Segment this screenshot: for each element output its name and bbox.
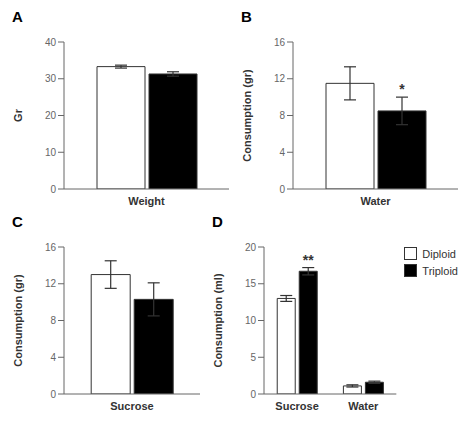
- svg-text:Sucrose: Sucrose: [110, 400, 153, 412]
- svg-text:15: 15: [245, 278, 257, 289]
- svg-text:*: *: [399, 81, 405, 97]
- svg-text:4: 4: [279, 147, 285, 158]
- svg-text:Gr: Gr: [12, 108, 24, 122]
- svg-text:30: 30: [45, 73, 57, 84]
- html-text:Triploid: Triploid: [422, 264, 458, 277]
- svg-text:16: 16: [45, 242, 57, 253]
- html-text:D: D: [212, 213, 223, 230]
- svg-text:0: 0: [250, 389, 256, 400]
- svg-text:**: **: [303, 252, 314, 268]
- svg-text:10: 10: [45, 147, 57, 158]
- html-text:Diploid: Diploid: [422, 247, 456, 260]
- svg-text:Water: Water: [348, 400, 379, 412]
- html-text:A: A: [12, 8, 23, 25]
- svg-text:20: 20: [45, 110, 57, 121]
- svg-text:10: 10: [245, 315, 257, 326]
- svg-text:16: 16: [274, 37, 286, 48]
- svg-text:40: 40: [45, 37, 57, 48]
- svg-text:0: 0: [50, 184, 56, 195]
- svg-text:Sucrose: Sucrose: [275, 400, 318, 412]
- svg-text:8: 8: [279, 110, 285, 121]
- svg-text:Consumption (ml): Consumption (ml): [212, 273, 224, 367]
- svg-text:0: 0: [279, 184, 285, 195]
- svg-text:5: 5: [250, 352, 256, 363]
- svg-text:Water: Water: [360, 195, 391, 207]
- svg-text:12: 12: [45, 278, 57, 289]
- svg-text:0: 0: [50, 389, 56, 400]
- html-text:C: C: [12, 213, 23, 230]
- svg-text:Weight: Weight: [128, 195, 165, 207]
- svg-text:8: 8: [50, 315, 56, 326]
- svg-text:Consumption (gr): Consumption (gr): [12, 274, 24, 367]
- html-text:B: B: [241, 8, 252, 25]
- svg-text:20: 20: [245, 242, 257, 253]
- svg-text:Consumption (gr): Consumption (gr): [241, 69, 253, 162]
- svg-text:12: 12: [274, 73, 286, 84]
- svg-text:4: 4: [50, 352, 56, 363]
